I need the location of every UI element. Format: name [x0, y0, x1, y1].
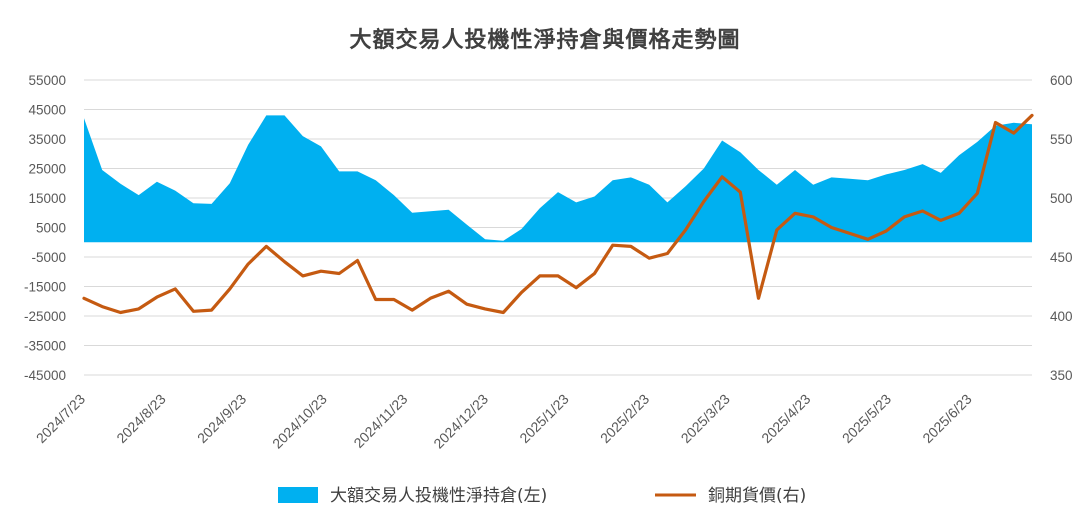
legend-area-swatch	[278, 487, 318, 503]
y-left-tick-label: -45000	[24, 368, 66, 383]
y-left-tick-label: -5000	[31, 250, 66, 265]
y-left-tick-label: 45000	[28, 103, 66, 118]
y-right-tick-label: 450	[1050, 250, 1073, 265]
legend-area-label: 大額交易人投機性淨持倉(左)	[330, 486, 547, 506]
y-left-tick-label: 25000	[28, 162, 66, 177]
x-axis-ticks: 2024/7/23 2024/8/23 2024/9/23 2024/10/23 202…	[33, 391, 975, 452]
area-series-layer	[83, 115, 1033, 243]
y-right-tick-label: 550	[1050, 132, 1073, 147]
x-tick-label: 2025/5/23	[839, 391, 895, 447]
y-right-tick-label: 350	[1050, 368, 1073, 383]
x-tick-label: 2025/6/23	[919, 391, 975, 447]
y-left-tick-label: 55000	[28, 73, 66, 88]
y-right-tick-label: 500	[1050, 191, 1073, 206]
x-tick-label: 2024/10/23	[269, 391, 330, 452]
x-tick-label: 2025/3/23	[678, 391, 734, 447]
area-series-net-position	[84, 115, 1032, 243]
chart-title: 大額交易人投機性淨持倉與價格走勢圖	[349, 28, 741, 53]
x-tick-label: 2024/9/23	[194, 391, 250, 447]
y-right-tick-label: 600	[1050, 73, 1073, 88]
legend-line-label: 銅期貨價(右)	[708, 486, 806, 506]
y-left-tick-label: -15000	[24, 280, 66, 295]
y-left-tick-label: -25000	[24, 309, 66, 324]
x-tick-label: 2024/7/23	[33, 391, 89, 447]
y-left-tick-label: 5000	[36, 221, 66, 236]
y-left-tick-label: -35000	[24, 339, 66, 354]
x-tick-label: 2025/4/23	[758, 391, 814, 447]
y-left-tick-label: 15000	[28, 191, 66, 206]
left-axis-ticks: 55000 45000 35000 25000 15000 5000 -5000 -15000…	[24, 73, 66, 383]
y-left-tick-label: 35000	[28, 132, 66, 147]
grid-lines	[84, 79, 1032, 376]
line-series-layer	[82, 113, 1034, 315]
x-tick-label: 2024/11/23	[350, 391, 410, 451]
legend: 大額交易人投機性淨持倉(左) 銅期貨價(右)	[278, 486, 806, 506]
x-tick-label: 2025/2/23	[597, 391, 653, 447]
right-axis-ticks: 600 550 500 450 400 350	[1050, 73, 1073, 383]
x-tick-label: 2024/8/23	[113, 391, 169, 447]
y-right-tick-label: 400	[1050, 309, 1073, 324]
x-tick-label: 2024/12/23	[430, 391, 491, 452]
x-tick-label: 2025/1/23	[516, 391, 572, 447]
